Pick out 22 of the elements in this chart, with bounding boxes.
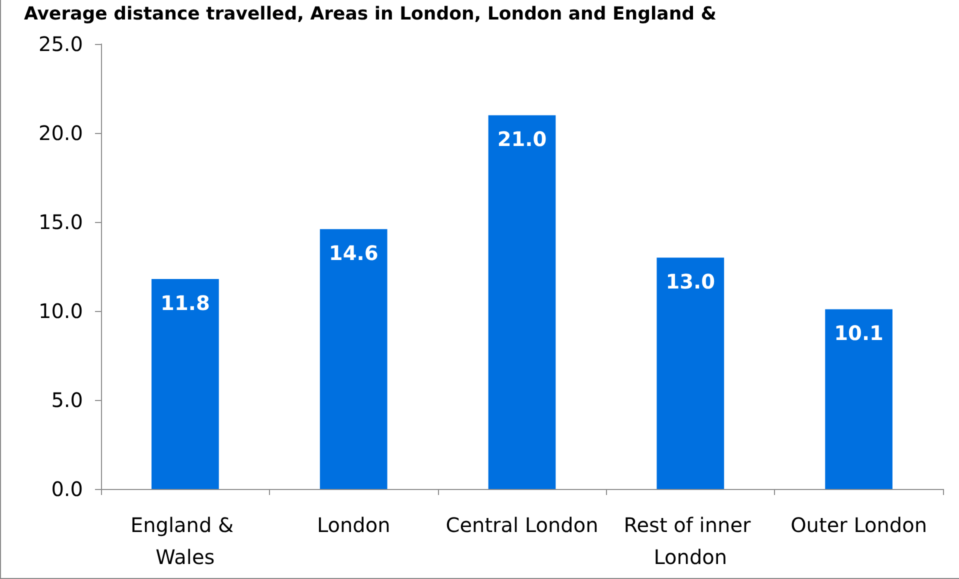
bar bbox=[320, 229, 388, 489]
y-tick-label: 0.0 bbox=[51, 477, 83, 501]
y-tick-label: 25.0 bbox=[38, 32, 83, 56]
y-tick-label: 10.0 bbox=[38, 299, 83, 323]
bar bbox=[656, 258, 724, 489]
chart-title: Average distance travelled, Areas in London, London and England & bbox=[24, 4, 716, 24]
data-label: 14.6 bbox=[328, 241, 378, 266]
data-label: 10.1 bbox=[834, 321, 884, 346]
x-tick-label: England & Wales bbox=[130, 513, 240, 569]
bar bbox=[152, 278, 219, 489]
x-tick-label: Central London bbox=[446, 513, 598, 537]
y-tick-label: 5.0 bbox=[51, 388, 83, 412]
bar bbox=[825, 309, 892, 489]
data-label: 21.0 bbox=[497, 127, 547, 152]
data-label: 13.0 bbox=[666, 270, 716, 294]
x-tick-label: London bbox=[316, 513, 390, 537]
x-tick-label: Rest of inner London bbox=[624, 513, 758, 569]
data-label: 11.8 bbox=[160, 290, 210, 315]
y-tick-label: 15.0 bbox=[38, 210, 83, 234]
y-tick-label: 20.0 bbox=[38, 121, 83, 145]
bar bbox=[488, 115, 556, 489]
x-tick-label: Outer London bbox=[790, 513, 928, 537]
